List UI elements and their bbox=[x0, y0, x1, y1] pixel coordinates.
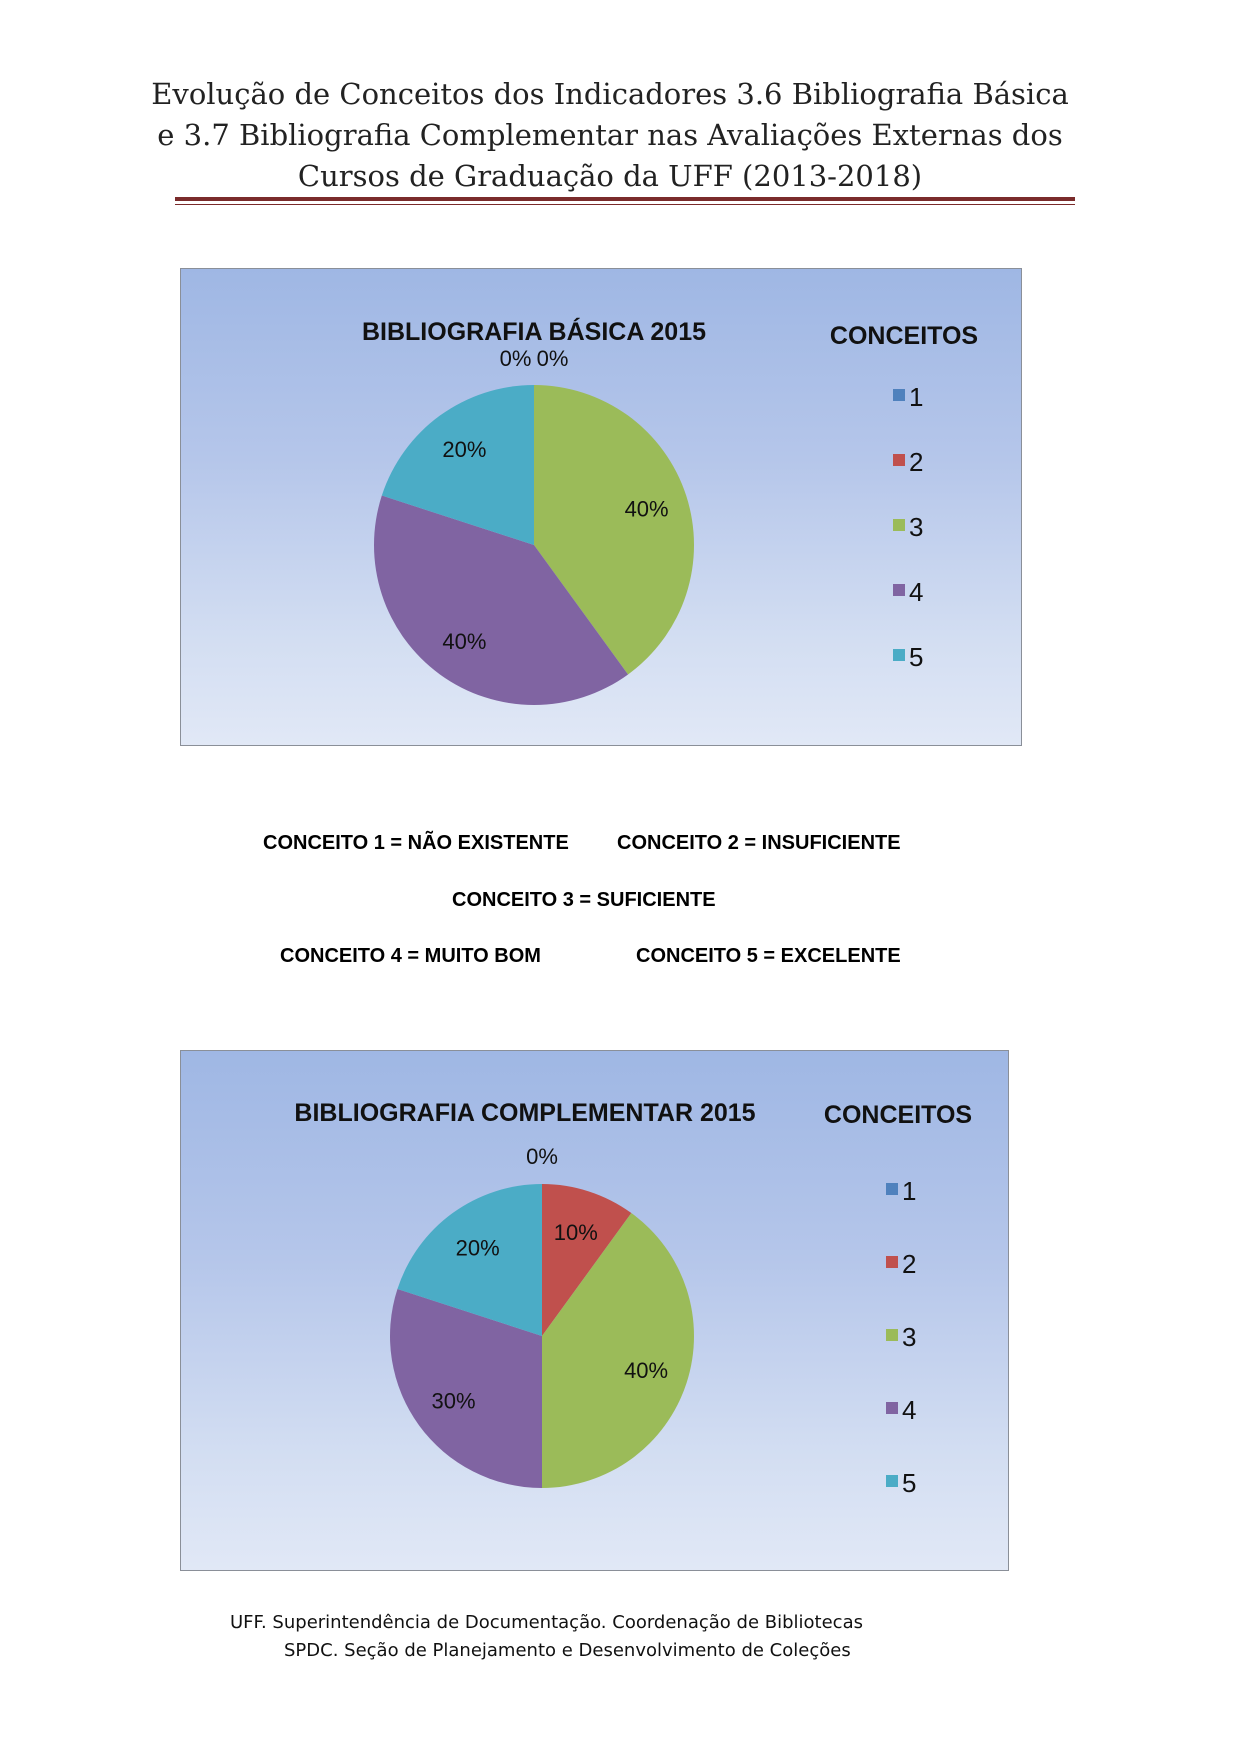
concept-3-definition: CONCEITO 3 = SUFICIENTE bbox=[452, 889, 716, 911]
data-label-conceito-1: 0% bbox=[526, 1144, 558, 1169]
chart-bibliografia-complementar: BIBLIOGRAFIA COMPLEMENTAR 2015 10% 40% 30%… bbox=[180, 1050, 1009, 1571]
concept-1-definition: CONCEITO 1 = NÃO EXISTENTE bbox=[263, 832, 569, 854]
legend-swatch-5 bbox=[886, 1475, 898, 1487]
legend: 1 2 3 4 5 bbox=[886, 1176, 916, 1498]
pie-slice-conceito-5 bbox=[381, 385, 534, 545]
footer-line-2: SPDC. Seção de Planejamento e Desenvolvi… bbox=[284, 1640, 851, 1661]
concept-5-definition: CONCEITO 5 = EXCELENTE bbox=[636, 945, 901, 967]
data-label-conceito-4: 30% bbox=[431, 1388, 475, 1413]
pie-slices bbox=[390, 1184, 694, 1488]
pie-chart-complementar: BIBLIOGRAFIA COMPLEMENTAR 2015 10%40%30%… bbox=[294, 1099, 972, 1498]
footer-line-1: UFF. Superintendência de Documentação. C… bbox=[230, 1612, 863, 1633]
data-label-conceito-4: 40% bbox=[442, 629, 486, 654]
pie-data-labels: 40% 40% 20% 0% 0% bbox=[442, 346, 668, 654]
data-label-conceito-3: 40% bbox=[624, 1358, 668, 1383]
legend-label-3: 3 bbox=[909, 512, 923, 542]
legend-swatch-1 bbox=[893, 389, 905, 401]
legend-label-2: 2 bbox=[909, 447, 923, 477]
legend-swatch-1 bbox=[886, 1183, 898, 1195]
title-line-2: e 3.7 Bibliografia Complementar nas Aval… bbox=[157, 118, 1063, 152]
chart-title: BIBLIOGRAFIA BÁSICA 2015 bbox=[362, 317, 706, 346]
legend-swatch-3 bbox=[886, 1329, 898, 1341]
legend-label-4: 4 bbox=[909, 577, 923, 607]
concept-4-definition: CONCEITO 4 = MUITO BOM bbox=[280, 945, 541, 967]
data-label-conceito-5: 20% bbox=[456, 1236, 500, 1261]
chart-bibliografia-basica: BIBLIOGRAFIA BÁSICA 2015 40% 40% 20% 0% 0% C… bbox=[180, 268, 1022, 746]
chart-title: BIBLIOGRAFIA COMPLEMENTAR 2015 bbox=[294, 1099, 755, 1127]
pie-slice-conceito-5 bbox=[397, 1184, 542, 1336]
page-title: Evolução de Conceitos dos Indicadores 3.… bbox=[150, 74, 1070, 197]
pie-slice-conceito-3 bbox=[542, 1213, 694, 1488]
legend-label-5: 5 bbox=[902, 1468, 916, 1498]
data-label-conceito-1: 0% bbox=[500, 346, 532, 371]
legend-swatch-4 bbox=[893, 584, 905, 596]
title-line-1: Evolução de Conceitos dos Indicadores 3.… bbox=[151, 77, 1069, 111]
legend: 1 2 3 4 5 bbox=[893, 382, 923, 672]
pie-slice-conceito-3 bbox=[534, 385, 695, 675]
pie-slices bbox=[373, 385, 695, 706]
legend-swatch-2 bbox=[893, 454, 905, 466]
legend-swatch-2 bbox=[886, 1256, 898, 1268]
pie-data-labels: 10% 40% 30% 20% 0% bbox=[431, 1144, 668, 1413]
title-divider bbox=[175, 197, 1075, 201]
legend-swatch-4 bbox=[886, 1402, 898, 1414]
data-label-conceito-5: 20% bbox=[442, 437, 486, 462]
legend-label-4: 4 bbox=[902, 1395, 916, 1425]
data-label-conceito-2: 10% bbox=[554, 1220, 598, 1245]
legend-title: CONCEITOS bbox=[824, 1101, 972, 1129]
legend-title: CONCEITOS bbox=[830, 322, 978, 350]
title-line-3: Cursos de Graduação da UFF (2013-2018) bbox=[297, 159, 923, 193]
pie-slice-conceito-4 bbox=[373, 495, 629, 706]
concept-2-definition: CONCEITO 2 = INSUFICIENTE bbox=[617, 832, 901, 854]
pie-slice-conceito-2 bbox=[542, 1184, 632, 1336]
legend-label-3: 3 bbox=[902, 1322, 916, 1352]
legend-label-5: 5 bbox=[909, 642, 923, 672]
legend-swatch-3 bbox=[893, 519, 905, 531]
legend-label-1: 1 bbox=[909, 382, 923, 412]
data-label-conceito-2: 0% bbox=[537, 346, 569, 371]
legend-swatch-5 bbox=[893, 649, 905, 661]
pie-chart-basica: BIBLIOGRAFIA BÁSICA 2015 40% 40% 20% 0% 0% C… bbox=[362, 317, 978, 706]
legend-label-2: 2 bbox=[902, 1249, 916, 1279]
title-divider-thin bbox=[175, 204, 1075, 205]
data-label-conceito-3: 40% bbox=[625, 496, 669, 521]
legend-label-1: 1 bbox=[902, 1176, 916, 1206]
pie-slice-conceito-4 bbox=[390, 1289, 542, 1488]
